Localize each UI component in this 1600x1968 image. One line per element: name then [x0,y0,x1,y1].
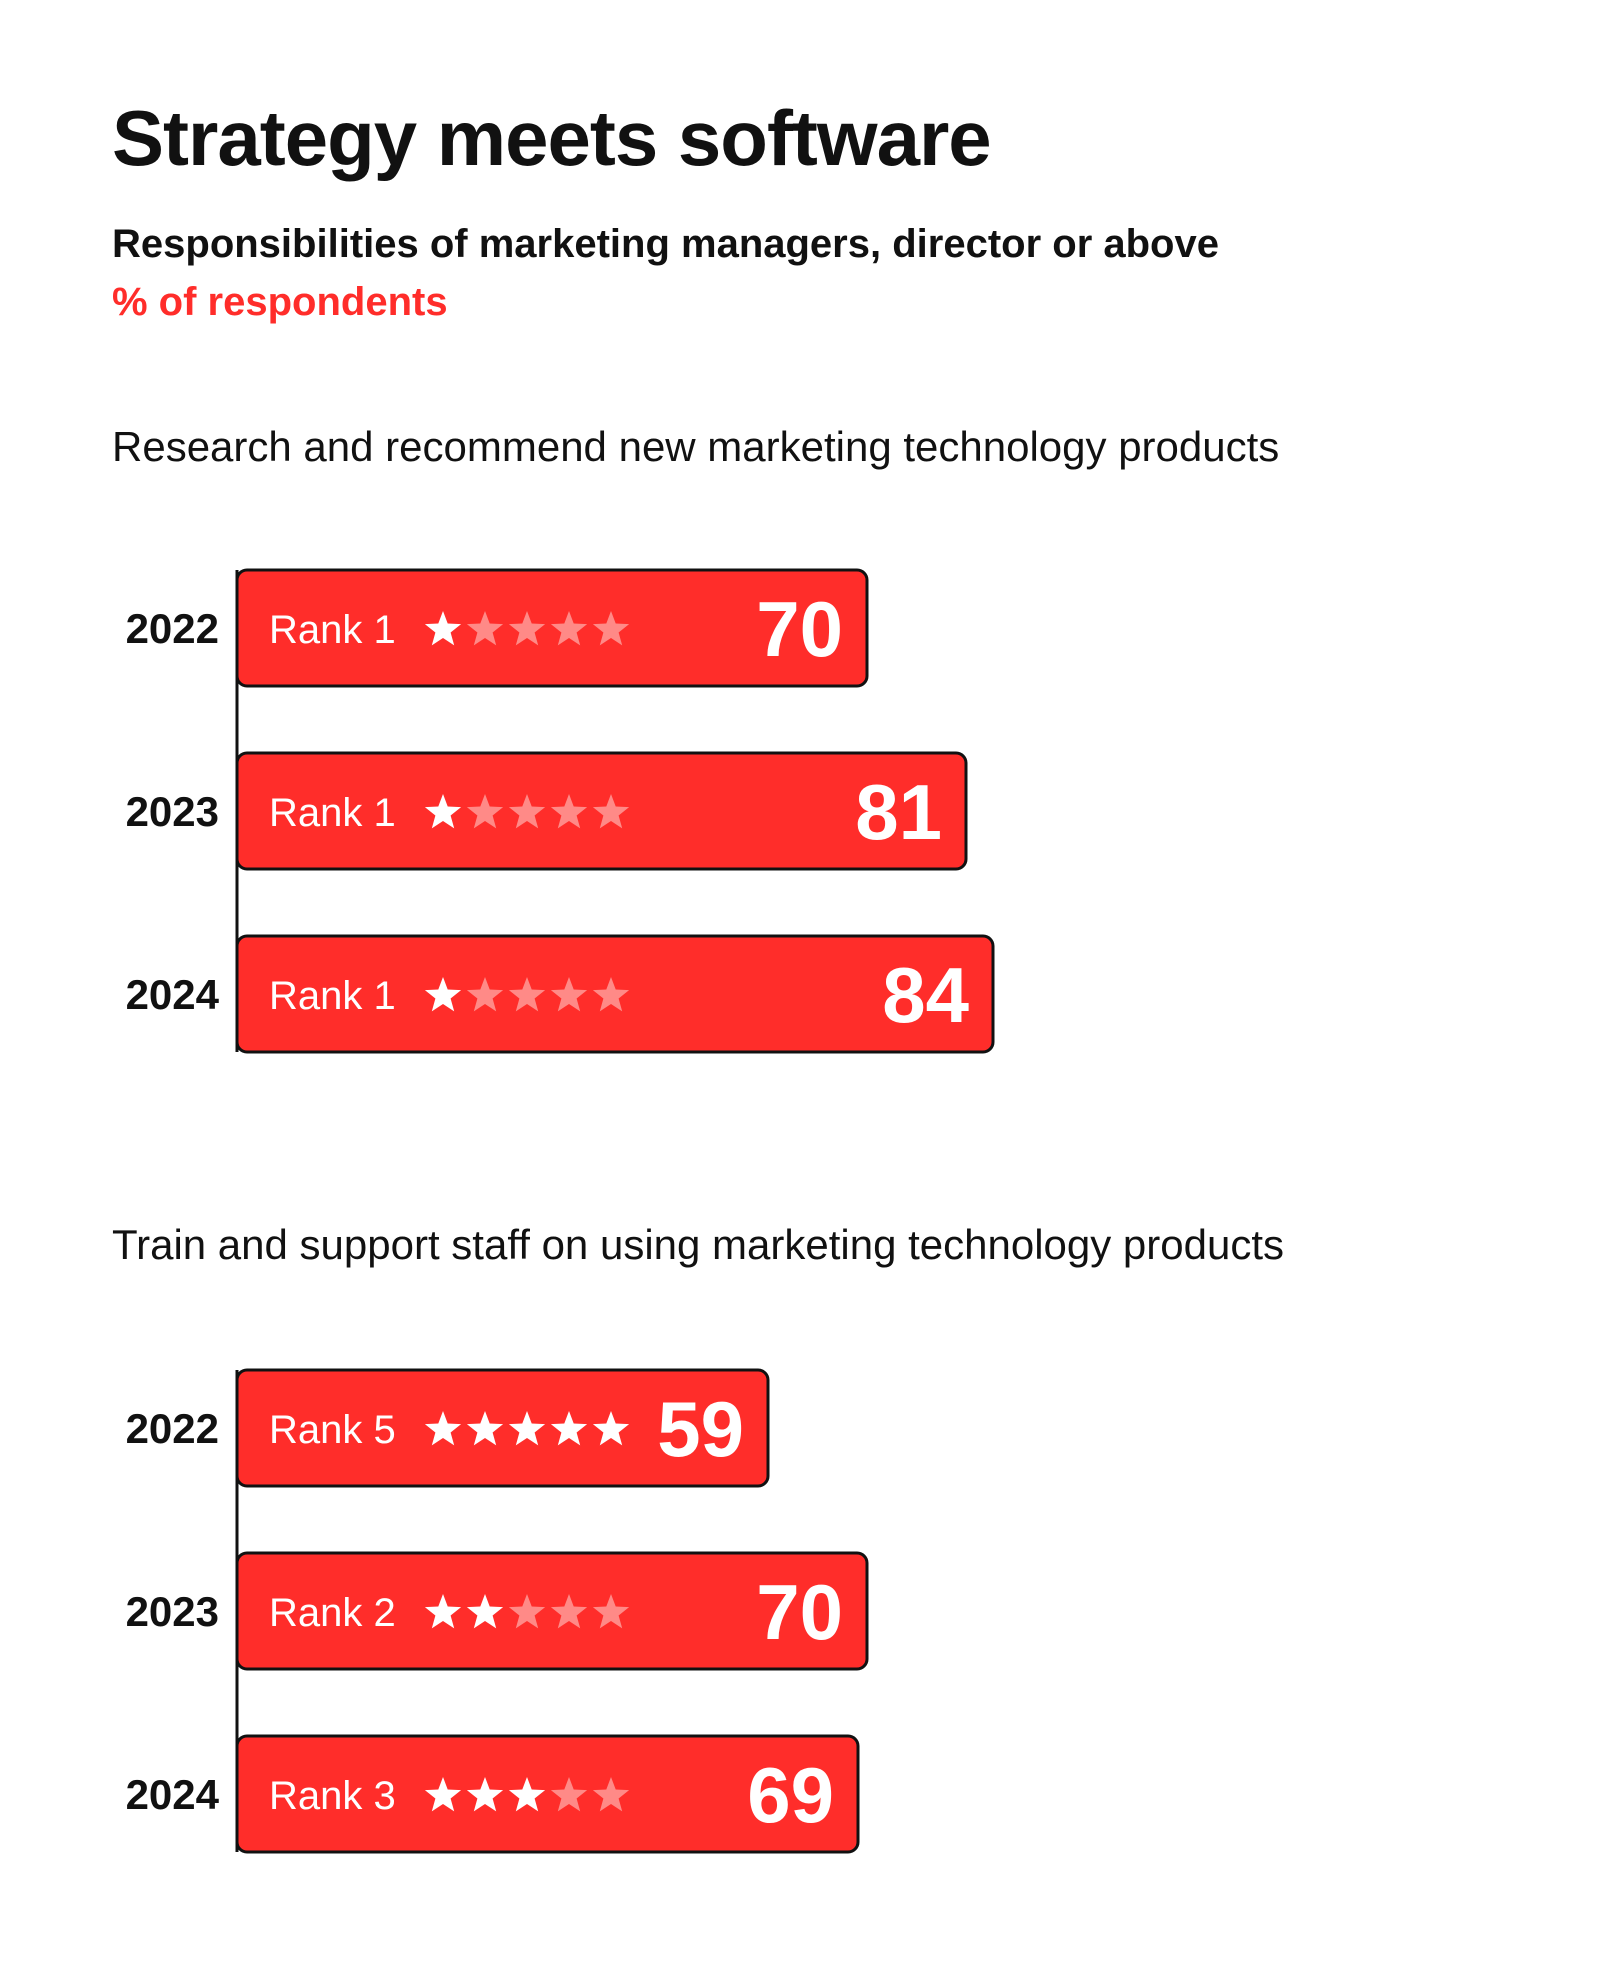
value-label: 70 [756,585,843,673]
star-empty-icon [550,794,588,829]
bar-group-2023: 2023 Rank 2 70 [126,1551,869,1671]
unit-label: % of respondents [112,280,448,324]
star-filled-icon [508,1411,546,1446]
rank-label: Rank 1 [269,791,396,835]
bar [235,568,869,688]
bar-group-2022: 2022 Rank 5 59 [126,1368,770,1488]
star-empty-icon [508,1594,546,1629]
star-empty-icon [466,977,504,1012]
section-title-research: Research and recommend new marketing tec… [112,423,1280,470]
year-label: 2024 [126,1771,220,1818]
rank-label: Rank 2 [269,1591,396,1635]
star-filled-icon [424,611,462,646]
bar-group-2023: 2023 Rank 1 81 [126,751,968,871]
value-label: 84 [882,951,969,1039]
star-filled-icon [508,1777,546,1812]
year-label: 2022 [126,1405,219,1452]
value-label: 59 [657,1385,744,1473]
star-empty-icon [592,611,630,646]
star-empty-icon [508,611,546,646]
star-filled-icon [424,1777,462,1812]
star-filled-icon [424,794,462,829]
star-empty-icon [550,1594,588,1629]
year-label: 2023 [126,1588,219,1635]
star-empty-icon [466,794,504,829]
star-empty-icon [592,794,630,829]
star-filled-icon [424,977,462,1012]
star-filled-icon [466,1777,504,1812]
rank-label: Rank 1 [269,974,396,1018]
value-label: 81 [855,768,942,856]
rank-label: Rank 3 [269,1774,396,1818]
value-label: 69 [747,1751,834,1839]
year-label: 2022 [126,605,219,652]
star-empty-icon [508,977,546,1012]
chart-title: Strategy meets software [112,94,992,182]
star-filled-icon [424,1594,462,1629]
star-filled-icon [424,1411,462,1446]
star-filled-icon [550,1411,588,1446]
year-label: 2023 [126,788,219,835]
chart-subtitle: Responsibilities of marketing managers, … [112,222,1219,266]
star-empty-icon [550,977,588,1012]
star-empty-icon [592,1594,630,1629]
star-empty-icon [466,611,504,646]
value-label: 70 [756,1568,843,1656]
rank-label: Rank 5 [269,1408,396,1452]
bar-group-2022: 2022 Rank 1 70 [126,568,869,688]
star-empty-icon [592,977,630,1012]
chart-train: 2022 Rank 5 59 2023 Rank 2 70 2024 Rank 3 69 [126,1368,869,1854]
star-empty-icon [550,611,588,646]
star-empty-icon [550,1777,588,1812]
star-filled-icon [592,1411,630,1446]
bar-group-2024: 2024 Rank 3 69 [126,1734,860,1854]
bar-group-2024: 2024 Rank 1 84 [126,934,995,1054]
star-empty-icon [592,1777,630,1812]
section-title-train: Train and support staff on using marketi… [112,1221,1285,1268]
year-label: 2024 [126,971,220,1018]
chart-research: 2022 Rank 1 70 2023 Rank 1 81 2024 Rank 1 84 [126,568,995,1054]
bar [235,1734,860,1854]
bar [235,1551,869,1671]
star-filled-icon [466,1594,504,1629]
star-empty-icon [508,794,546,829]
rank-label: Rank 1 [269,608,396,652]
bar [235,1368,770,1488]
star-filled-icon [466,1411,504,1446]
